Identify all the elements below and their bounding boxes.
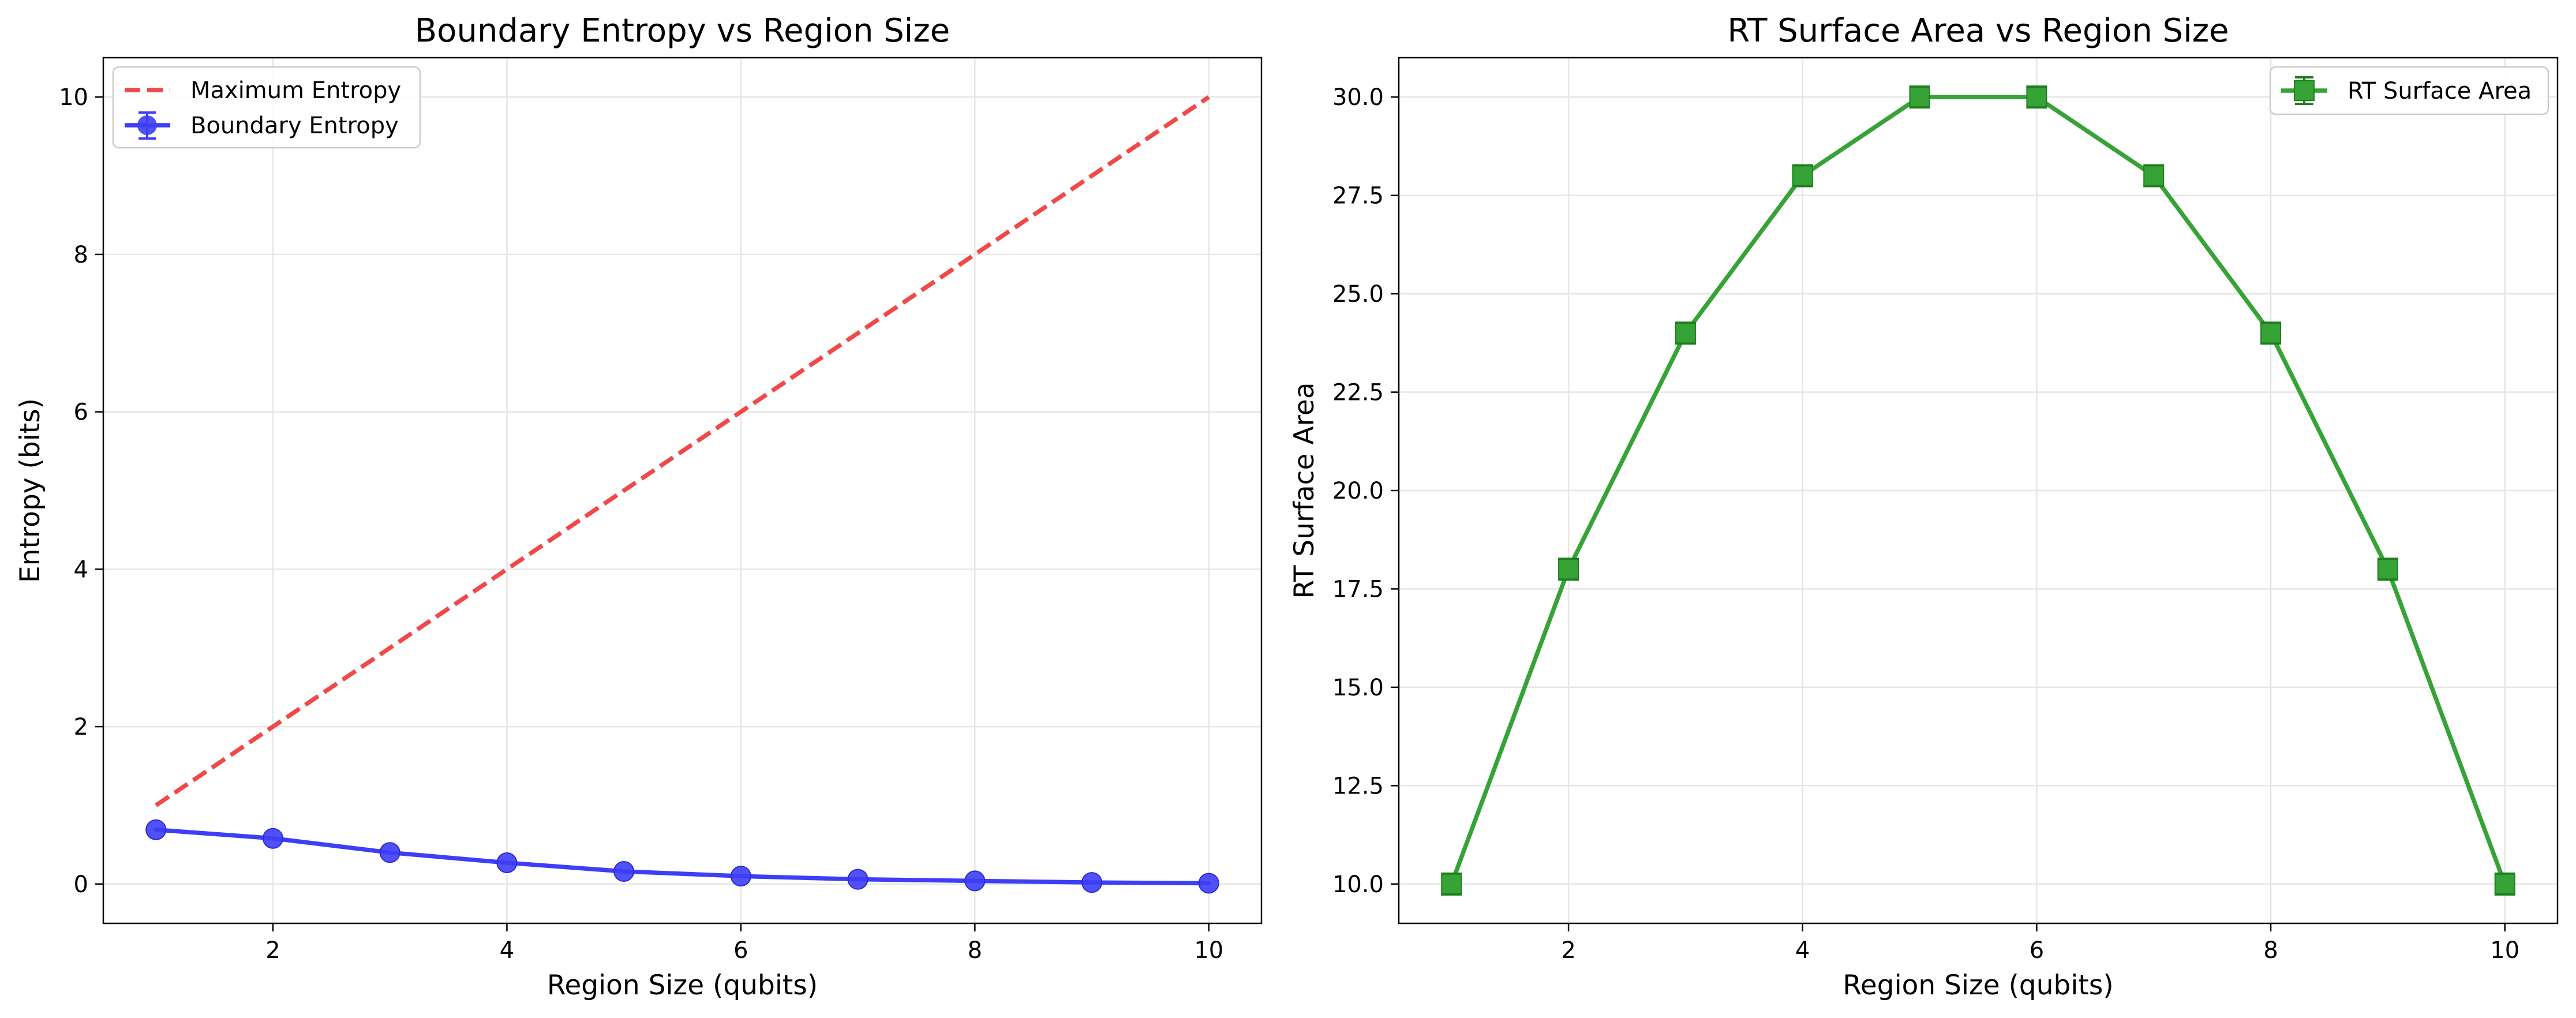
data-point [964, 870, 986, 892]
y-tick-label: 10.0 [1332, 871, 1384, 898]
x-tick-label: 4 [1795, 937, 1810, 964]
series-line [1449, 95, 2507, 886]
x-tick-label: 6 [2030, 937, 2044, 964]
y-tick-label: 12.5 [1332, 773, 1384, 799]
y-tick-label: 20.0 [1332, 478, 1384, 504]
axes-frame [102, 57, 1263, 925]
y-tick-label: 30.0 [1332, 84, 1384, 111]
data-point [1558, 559, 1579, 580]
data-point [2260, 323, 2282, 344]
data-point [847, 869, 868, 890]
chart-panel-2: 2 4 6 8 10 10.0 12.5 15.0 17.5 20.0 22.5 25.0 27.5 30… [1289, 12, 2559, 1001]
y-tick-label: 15.0 [1332, 675, 1384, 701]
y-axis-label: RT Surface Area [1289, 382, 1320, 598]
data-point [1909, 87, 1930, 108]
data-point [262, 828, 283, 849]
y-tick-label: 25.0 [1332, 281, 1384, 308]
y-tick-label: 8 [74, 242, 88, 268]
data-point [1441, 873, 1462, 895]
legend: Maximum Entropy Boundary Entropy [112, 66, 421, 149]
x-tick-label: 10 [2490, 937, 2519, 964]
x-axis-label: Region Size (qubits) [1843, 970, 2113, 1001]
legend-swatch-marker [137, 115, 157, 135]
x-tick-label: 2 [265, 937, 280, 964]
data-point [730, 866, 751, 887]
y-tick-label: 22.5 [1332, 380, 1384, 406]
data-point [379, 842, 400, 863]
x-tick-label: 6 [733, 937, 748, 964]
legend-box [2269, 66, 2549, 115]
chart-title: Boundary Entropy vs Region Size [415, 12, 950, 50]
series-rt-surface-area [1441, 85, 2515, 896]
y-axis-label: Entropy (bits) [14, 398, 46, 583]
x-tick-label: 10 [1194, 937, 1223, 964]
chart-title: RT Surface Area vs Region Size [1727, 12, 2229, 50]
legend-label: RT Surface Area [2347, 78, 2532, 104]
legend-label: Maximum Entropy [190, 77, 401, 104]
y-tick-label: 10 [59, 84, 88, 111]
x-tick-label: 8 [968, 937, 982, 964]
data-point [613, 861, 635, 882]
series-boundary-entropy [145, 819, 1219, 894]
data-point [2026, 87, 2047, 108]
series-line [153, 827, 1211, 886]
x-tick-label: 4 [500, 937, 514, 964]
data-point [145, 819, 167, 840]
data-point [2494, 873, 2515, 895]
data-point [1081, 872, 1103, 893]
y-tick-label: 6 [74, 399, 88, 426]
y-tick-label: 17.5 [1332, 576, 1384, 602]
legend: RT Surface Area [2269, 66, 2549, 115]
data-point [1792, 165, 1813, 186]
y-tick-label: 2 [74, 714, 88, 740]
x-tick-label: 8 [2263, 937, 2278, 964]
y-tick-label: 0 [74, 871, 88, 898]
x-tick-label: 2 [1561, 937, 1575, 964]
x-axis-label: Region Size (qubits) [547, 970, 818, 1001]
series-maximum-entropy [155, 95, 1210, 807]
y-tick-label: 27.5 [1332, 183, 1384, 209]
data-point [1675, 323, 1696, 344]
series-line [155, 95, 1210, 807]
data-point [496, 852, 518, 873]
legend-box [112, 66, 421, 149]
legend-label: Boundary Entropy [190, 113, 399, 139]
y-tick-label: 4 [74, 556, 88, 583]
chart-panel-1: 2 4 6 8 10 0 2 4 6 8 10 Boundary Entropy vs Region … [14, 12, 1263, 1001]
data-point [2377, 559, 2398, 580]
data-point [2143, 165, 2165, 186]
data-point [1198, 873, 1219, 894]
legend-swatch-marker [2294, 80, 2315, 101]
